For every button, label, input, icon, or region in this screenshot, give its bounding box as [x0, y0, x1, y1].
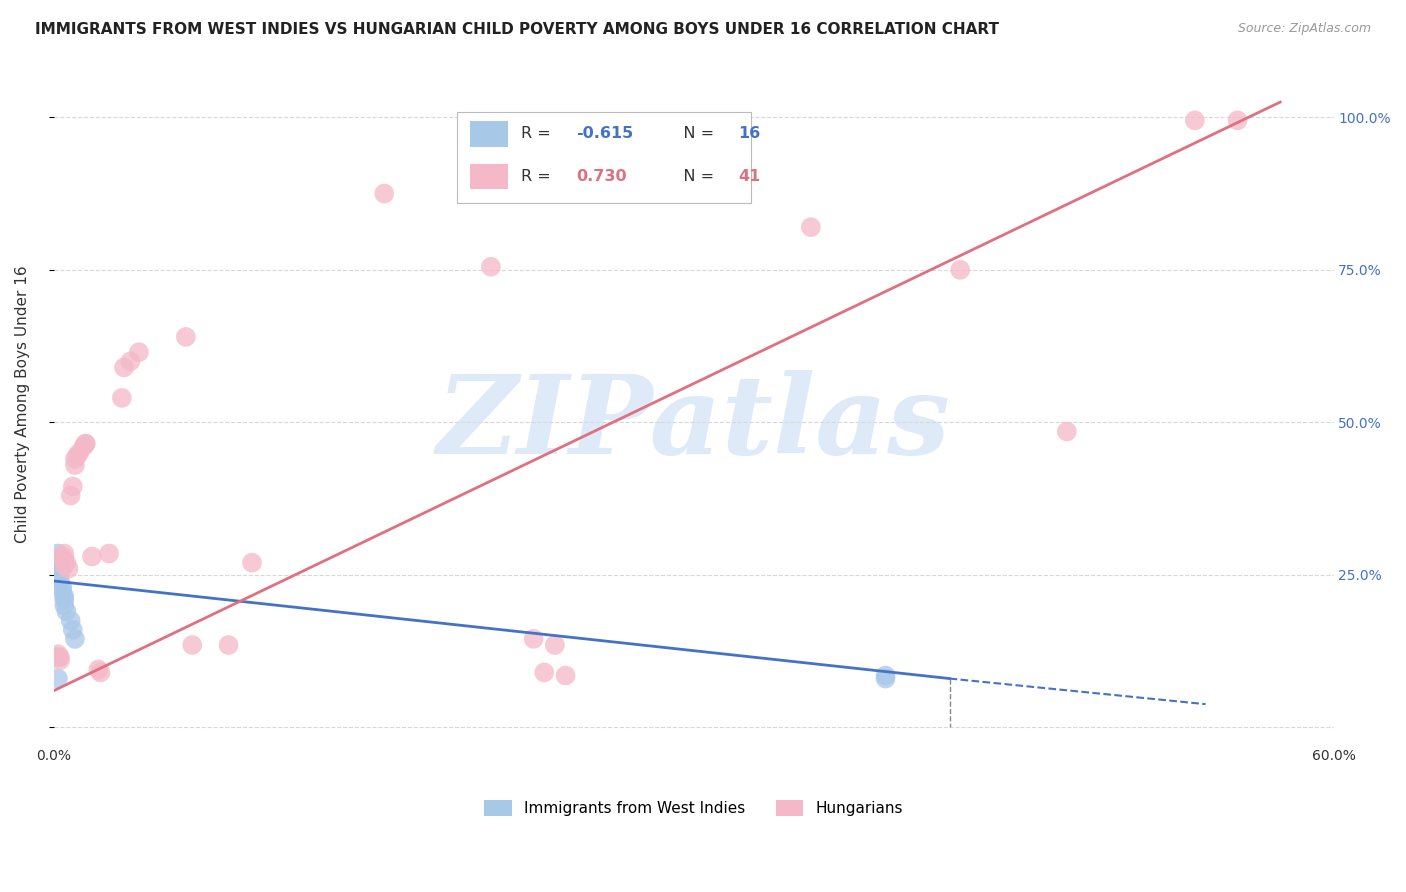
Point — [53, 558, 76, 573]
Point — [1184, 113, 1206, 128]
Y-axis label: Child Poverty Among Boys Under 16: Child Poverty Among Boys Under 16 — [15, 265, 30, 543]
Point — [62, 479, 84, 493]
Point — [46, 650, 69, 665]
Text: R =: R = — [520, 169, 555, 184]
Point — [373, 186, 395, 201]
Point — [479, 260, 502, 274]
Point — [72, 440, 94, 454]
Point — [66, 449, 89, 463]
Point — [533, 665, 555, 680]
Text: -0.615: -0.615 — [576, 127, 633, 141]
Point — [98, 547, 121, 561]
Point — [67, 446, 90, 460]
Point — [112, 360, 135, 375]
Point — [59, 489, 82, 503]
Point — [90, 665, 112, 680]
Text: 16: 16 — [738, 127, 761, 141]
Point — [53, 552, 76, 566]
Point — [62, 623, 84, 637]
Point — [49, 653, 72, 667]
Point — [53, 599, 76, 613]
Point — [53, 547, 76, 561]
Point — [46, 647, 69, 661]
Point — [87, 662, 110, 676]
Text: N =: N = — [668, 127, 720, 141]
Text: N =: N = — [668, 169, 720, 184]
Point — [55, 604, 77, 618]
Point — [80, 549, 103, 564]
Point — [49, 558, 72, 573]
Point — [181, 638, 204, 652]
Point — [63, 632, 86, 646]
Point — [63, 458, 86, 472]
Point — [218, 638, 240, 652]
Point — [75, 436, 97, 450]
Point — [174, 330, 197, 344]
Point — [49, 574, 72, 588]
Text: 41: 41 — [738, 169, 761, 184]
Text: ZIPatlas: ZIPatlas — [437, 370, 950, 478]
Point — [949, 263, 972, 277]
Legend: Immigrants from West Indies, Hungarians: Immigrants from West Indies, Hungarians — [478, 794, 910, 822]
Point — [554, 668, 576, 682]
Point — [240, 556, 263, 570]
Point — [59, 614, 82, 628]
Point — [875, 672, 897, 686]
Text: 0.730: 0.730 — [576, 169, 627, 184]
FancyBboxPatch shape — [470, 121, 508, 146]
FancyBboxPatch shape — [457, 112, 751, 202]
FancyBboxPatch shape — [470, 163, 508, 189]
Point — [800, 220, 823, 235]
Point — [63, 452, 86, 467]
Point — [75, 436, 97, 450]
Point — [51, 583, 73, 598]
Text: R =: R = — [520, 127, 555, 141]
Point — [120, 354, 142, 368]
Point — [875, 668, 897, 682]
Text: IMMIGRANTS FROM WEST INDIES VS HUNGARIAN CHILD POVERTY AMONG BOYS UNDER 16 CORRE: IMMIGRANTS FROM WEST INDIES VS HUNGARIAN… — [35, 22, 1000, 37]
Point — [51, 580, 73, 594]
Point — [522, 632, 544, 646]
Text: Source: ZipAtlas.com: Source: ZipAtlas.com — [1237, 22, 1371, 36]
Point — [1226, 113, 1249, 128]
Point — [49, 565, 72, 579]
Point — [53, 589, 76, 603]
Point — [58, 562, 80, 576]
Point — [53, 592, 76, 607]
Point — [46, 672, 69, 686]
Point — [128, 345, 150, 359]
Point — [111, 391, 134, 405]
Point — [544, 638, 567, 652]
Point — [55, 556, 77, 570]
Point — [51, 549, 73, 564]
Point — [46, 547, 69, 561]
Point — [46, 556, 69, 570]
Point — [1056, 425, 1078, 439]
Point — [49, 650, 72, 665]
